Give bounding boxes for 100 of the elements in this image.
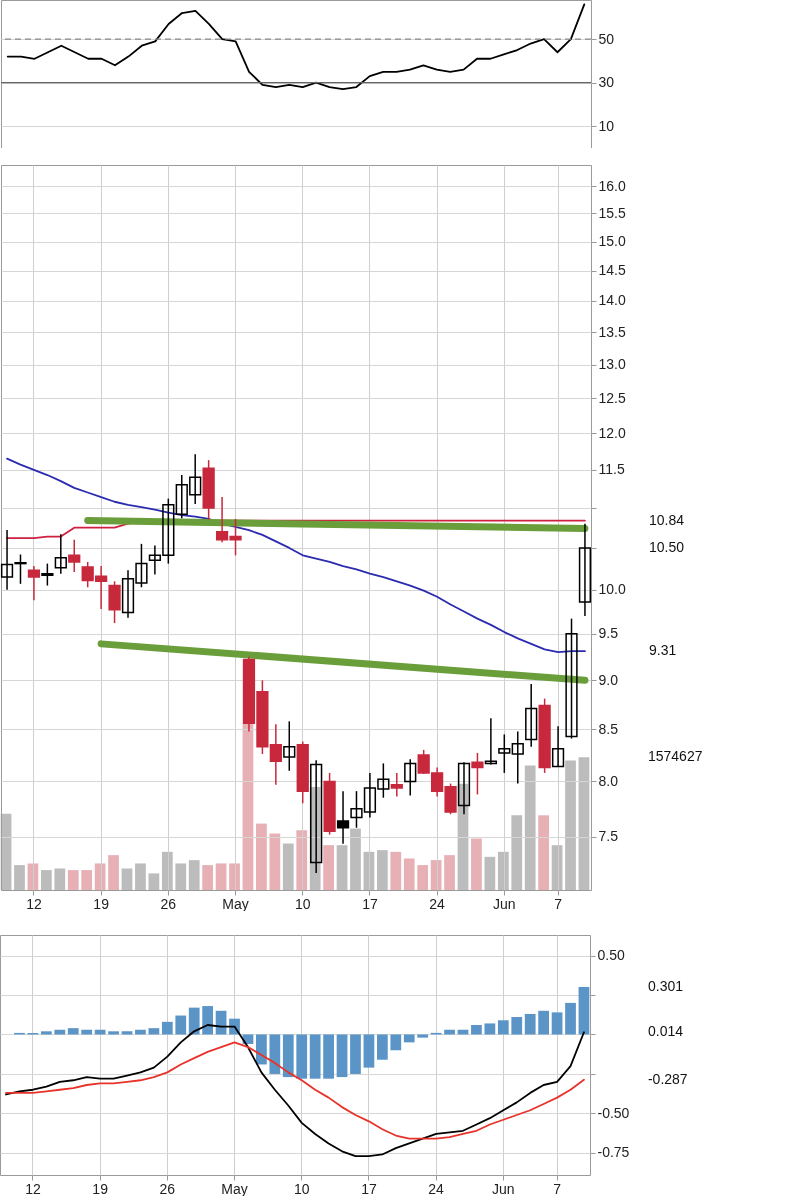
bar bbox=[403, 858, 415, 890]
y-tick-label: 14.0 bbox=[598, 292, 626, 309]
line-series bbox=[5, 1041, 585, 1140]
bar bbox=[40, 870, 52, 890]
y-tick-label: 11.5 bbox=[598, 461, 625, 478]
y-tick-label: 13.0 bbox=[598, 356, 626, 373]
bar bbox=[256, 1034, 267, 1065]
y-tick-label: 50 bbox=[598, 30, 615, 47]
bar bbox=[282, 1034, 294, 1078]
text: 1574627 bbox=[647, 748, 703, 765]
bar bbox=[121, 868, 133, 890]
y-tick-label: 15.0 bbox=[598, 233, 626, 250]
x-tick-label: 17 bbox=[362, 895, 378, 912]
bar bbox=[497, 1020, 509, 1035]
bar bbox=[229, 863, 240, 890]
candlestick bbox=[551, 725, 565, 768]
x-tick-label: 12 bbox=[26, 895, 42, 912]
y-tick-label: 9.5 bbox=[598, 625, 619, 642]
bar bbox=[323, 845, 334, 890]
y-tick-label: 8.0 bbox=[598, 772, 619, 789]
y-tick-label: 7.5 bbox=[598, 828, 619, 845]
bar bbox=[202, 1006, 214, 1035]
bar bbox=[296, 830, 308, 890]
bar bbox=[390, 851, 402, 890]
bar bbox=[417, 1034, 429, 1038]
candlestick bbox=[498, 733, 511, 774]
bar bbox=[578, 986, 590, 1035]
candlestick bbox=[0, 529, 14, 591]
x-tick-label: 26 bbox=[160, 895, 177, 912]
y-tick-label: 30 bbox=[598, 74, 615, 91]
bar bbox=[296, 1034, 308, 1079]
bar bbox=[578, 757, 590, 890]
candlestick bbox=[283, 720, 296, 772]
y-tick-label: 12.0 bbox=[598, 424, 626, 441]
bar bbox=[309, 1034, 321, 1079]
bar bbox=[350, 1034, 361, 1074]
x-tick-label: Jun bbox=[493, 895, 516, 912]
bar bbox=[14, 865, 25, 890]
y-tick-label: 12.5 bbox=[598, 389, 626, 406]
x-tick-label: 19 bbox=[93, 895, 110, 912]
candlestick bbox=[390, 772, 403, 798]
x-tick-label: 10 bbox=[293, 1180, 310, 1197]
bar bbox=[363, 1034, 375, 1068]
bar bbox=[538, 1010, 550, 1035]
y-tick-label: 10.0 bbox=[598, 581, 626, 598]
candlestick bbox=[68, 539, 81, 573]
bar bbox=[54, 868, 66, 890]
text: 0.014 bbox=[647, 1023, 684, 1040]
bar bbox=[188, 1007, 200, 1035]
candlestick bbox=[54, 533, 67, 575]
bar bbox=[497, 851, 509, 890]
x-tick-label: 24 bbox=[428, 1180, 445, 1197]
x-tick-label: 7 bbox=[553, 1180, 562, 1197]
bar bbox=[256, 823, 267, 890]
candlestick bbox=[27, 565, 41, 601]
candlestick bbox=[511, 730, 524, 785]
line-series bbox=[5, 1024, 585, 1157]
bar bbox=[148, 873, 160, 890]
x-tick-label: May bbox=[222, 895, 249, 912]
y-tick-label: 10 bbox=[598, 117, 615, 134]
bar bbox=[471, 838, 482, 890]
bar bbox=[81, 870, 93, 890]
y-tick-label: 13.5 bbox=[598, 323, 626, 340]
y-tick-label: 16.0 bbox=[598, 177, 626, 194]
text: 9.31 bbox=[648, 642, 677, 659]
bar bbox=[403, 1034, 415, 1043]
candlestick bbox=[565, 617, 578, 740]
bar bbox=[108, 1031, 119, 1035]
candlestick bbox=[484, 717, 497, 766]
y-tick-label: -0.75 bbox=[597, 1144, 630, 1161]
y-tick-label: 15.5 bbox=[598, 204, 626, 221]
candlestick bbox=[336, 790, 350, 845]
text: 10.50 bbox=[648, 538, 685, 555]
bar bbox=[444, 855, 455, 890]
bar bbox=[108, 855, 119, 890]
x-tick-label: 19 bbox=[92, 1180, 109, 1197]
bar bbox=[390, 1034, 402, 1051]
bar bbox=[524, 765, 536, 890]
y-tick-label: 8.5 bbox=[598, 720, 619, 737]
bar bbox=[67, 1028, 79, 1035]
x-tick-label: 12 bbox=[25, 1180, 41, 1197]
bar bbox=[269, 1034, 281, 1074]
bar bbox=[336, 1034, 348, 1078]
y-tick-label: 9.0 bbox=[598, 671, 619, 688]
bar bbox=[323, 1034, 334, 1079]
bar bbox=[188, 860, 200, 890]
line-series bbox=[6, 3, 586, 91]
bar bbox=[471, 1025, 482, 1035]
bar bbox=[175, 863, 187, 890]
bar bbox=[161, 1021, 173, 1035]
bar bbox=[336, 845, 348, 890]
y-tick-label: -0.50 bbox=[597, 1104, 630, 1121]
bar bbox=[551, 1012, 563, 1035]
x-tick-label: 24 bbox=[429, 895, 446, 912]
bar bbox=[350, 828, 361, 890]
bar bbox=[40, 1031, 52, 1035]
bar bbox=[376, 850, 388, 890]
candlestick bbox=[41, 562, 54, 587]
candlestick bbox=[404, 758, 417, 797]
text: 10.84 bbox=[648, 511, 685, 528]
